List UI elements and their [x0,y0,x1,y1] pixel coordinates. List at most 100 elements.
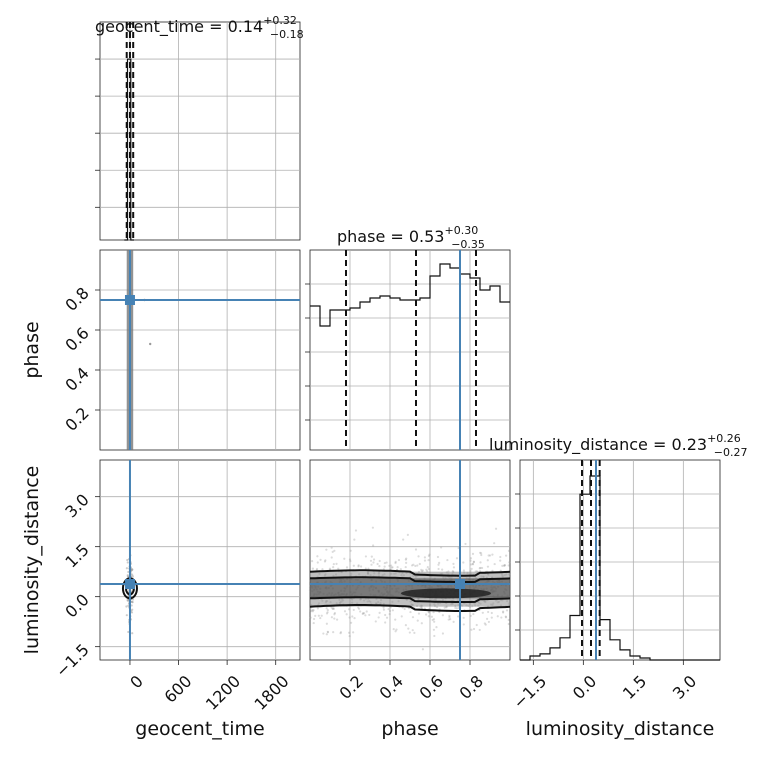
scatter-point [424,613,428,616]
scatter-point [404,565,407,569]
scatter-point [126,561,129,564]
scatter-point [469,614,472,617]
scatter-point [149,342,152,346]
scatter-point [131,575,134,578]
scatter-point [462,616,465,619]
scatter-point [376,562,379,566]
scatter-point [493,562,496,566]
scatter-point [504,615,507,618]
scatter-point [486,559,489,562]
scatter-point [333,549,336,552]
scatter-point [487,554,490,557]
scatter-point [385,561,388,564]
scatter-point [310,610,313,613]
scatter-point [432,628,435,631]
scatter-point [438,561,441,564]
scatter-point [131,601,134,604]
scatter-point [405,557,408,560]
scatter-point [399,568,402,571]
scatter-point [126,558,129,562]
scatter-point [391,609,394,612]
scatter-point [309,616,312,619]
xlabel-phase: phase [381,718,438,740]
scatter-point [478,567,481,570]
scatter-point [471,563,475,566]
scatter-point [316,607,319,610]
scatter-point [472,612,475,616]
scatter-point [330,546,333,549]
scatter-point [507,549,511,552]
scatter-point [472,560,475,564]
scatter-point [384,613,387,617]
scatter-point [312,617,316,621]
scatter-point [469,563,473,566]
scatter-point [425,568,428,571]
scatter-point [423,556,426,559]
scatter-point [349,549,352,552]
scatter-point [469,557,473,560]
scatter-point [454,606,457,609]
scatter-point [332,630,335,634]
y-tick-label: −1.5 [52,640,93,681]
scatter-point [505,554,508,557]
scatter-point [503,564,506,567]
xlabel-geocent-time: geocent_time [135,718,264,740]
xlabel-luminosity-distance: luminosity_distance [526,718,715,740]
scatter-point [348,616,351,619]
scatter-point [437,567,440,571]
panel-distance-vs-geocent-time [99,459,301,661]
scatter-point [328,567,332,570]
scatter-point [332,563,335,566]
x-tick-label: 600 [161,672,196,707]
truth-marker [124,579,135,589]
scatter-point [470,628,473,631]
scatter-point [427,559,430,562]
scatter-point [312,621,315,625]
scatter-point [445,606,448,609]
scatter-point [490,616,493,619]
scatter-point [464,542,467,546]
scatter-point [353,538,356,541]
scatter-point [354,529,358,532]
scatter-point [325,612,329,615]
scatter-point [325,622,328,625]
scatter-point [326,631,330,634]
scatter-point [364,567,367,570]
scatter-point [314,614,317,617]
scatter-point [420,568,423,571]
scatter-point [130,611,134,614]
scatter-point [496,615,499,618]
scatter-point [326,609,329,612]
x-tick-label: 0.8 [456,672,487,703]
scatter-point [443,606,446,609]
y-tick-label: 0.8 [61,283,92,314]
scatter-point [311,610,314,613]
scatter-point [487,610,490,614]
scatter-point [493,542,496,545]
x-tick-label: 0 [126,672,147,693]
scatter-point [326,630,329,633]
truth-layer [100,250,597,660]
scatter-point [322,632,325,635]
contour-lower-inner [309,596,511,603]
scatter-point [333,617,336,620]
scatter-point [353,617,356,620]
scatter-point [330,556,333,559]
scatter-point [462,569,465,572]
scatter-point [345,566,349,569]
contour-upper-inner [309,576,511,583]
contour-layer [121,569,511,612]
scatter-point [357,607,361,610]
x-tick-label: −1.5 [509,672,550,713]
title-phase: phase = 0.53+0.30 −0.35 [337,224,485,251]
scatter-point [433,634,436,638]
scatter-point [507,622,510,626]
scatter-point [418,562,421,566]
scatter-point [367,567,370,570]
scatter-point [368,613,371,617]
scatter-point [427,611,430,614]
scatter-point [501,610,505,613]
scatter-point [315,567,319,571]
scatter-point [440,546,443,549]
scatter-point [352,608,355,612]
